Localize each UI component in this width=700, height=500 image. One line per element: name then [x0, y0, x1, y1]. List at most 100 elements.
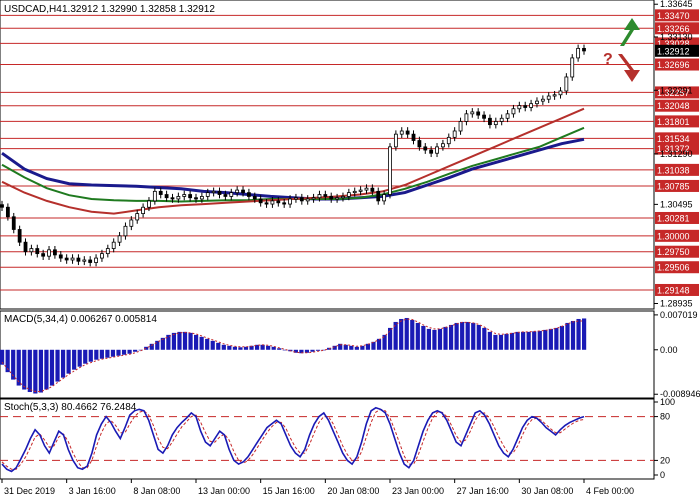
- level-label: 1.32257: [657, 88, 690, 98]
- candle-body: [288, 198, 292, 205]
- candle-body: [17, 229, 22, 243]
- macd-bar: [66, 349, 71, 374]
- level-label-bg: [655, 22, 699, 35]
- y-tick-label: 0.007019: [660, 310, 698, 320]
- candle-body: [100, 253, 104, 259]
- candle-body: [540, 98, 545, 102]
- macd-bar: [509, 332, 515, 350]
- macd-bar: [493, 334, 498, 350]
- level-label: 1.29148: [657, 285, 690, 295]
- macd-bar: [432, 329, 437, 350]
- candle-body: [499, 117, 504, 122]
- candle-body: [393, 133, 398, 148]
- candle-body: [229, 192, 234, 197]
- candle-body: [476, 111, 481, 116]
- time-x-axis: 31 Dec 2019 3 Jan 16:00 8 Jan 08:00 13 Jan …: [1, 479, 634, 496]
- candle-body: [147, 200, 151, 208]
- macd-bar: [116, 349, 121, 356]
- macd-bar: [188, 332, 193, 350]
- candle-body: [558, 90, 563, 96]
- macd-bar: [22, 349, 27, 390]
- macd-bar: [210, 340, 215, 350]
- macd-bar: [404, 317, 409, 350]
- candle-body: [482, 114, 486, 119]
- macd-bar: [171, 332, 177, 350]
- macd-bar: [16, 349, 21, 386]
- candle-body: [570, 57, 575, 78]
- candle-body: [376, 190, 381, 202]
- macd-bar: [543, 329, 548, 350]
- macd-bar: [105, 349, 110, 358]
- candle-body: [464, 113, 469, 122]
- level-label: 1.30281: [657, 213, 690, 223]
- candle-body: [252, 196, 257, 200]
- macd-bar: [310, 349, 315, 352]
- candle-body: [505, 113, 510, 119]
- macd-bar: [149, 343, 154, 350]
- candle-body: [346, 192, 351, 197]
- candle-body: [70, 257, 75, 261]
- level-label-bg: [655, 58, 699, 71]
- macd-bar: [55, 349, 60, 382]
- candle-body: [341, 196, 345, 199]
- macd-header: MACD(5,34,4) 0.006267 0.005814: [4, 314, 157, 325]
- candle-body: [282, 202, 287, 205]
- x-tick-label: 30 Jan 08:00: [521, 486, 573, 496]
- macd-bar: [554, 327, 559, 350]
- macd-bar: [482, 327, 487, 350]
- stochastic-signal-line: [1, 408, 585, 470]
- candle-body: [23, 241, 28, 253]
- level-label-bg: [655, 283, 699, 296]
- price-y-axis: 1.33645 1.33130 1.32291 1.31290 1.30495 1.289…: [654, 0, 693, 309]
- macd-bar: [94, 349, 99, 360]
- macd-bar: [221, 344, 226, 350]
- macd-bar: [448, 324, 454, 350]
- macd-bar: [144, 346, 149, 350]
- macd-bar: [476, 324, 481, 350]
- macd-bar: [266, 345, 271, 350]
- macd-signal-line: [1, 318, 584, 392]
- candle-body: [135, 213, 140, 221]
- candle-body: [452, 130, 457, 138]
- macd-bar: [44, 349, 49, 390]
- y-tick-label: 0: [660, 470, 665, 480]
- x-tick-label: 15 Jan 16:00: [263, 486, 315, 496]
- candle-body: [546, 95, 551, 100]
- macd-bar: [0, 349, 5, 365]
- candle-body: [523, 105, 528, 108]
- y-tick-label: -0.008946: [660, 389, 700, 399]
- candle-body: [194, 197, 198, 200]
- macd-bar: [60, 349, 66, 378]
- macd-bar: [465, 321, 470, 350]
- moving-average-ma-1: [1, 137, 585, 201]
- level-label: 1.30000: [657, 231, 690, 241]
- macd-bar: [133, 349, 138, 352]
- macd-bar: [321, 349, 326, 351]
- candle-body: [323, 194, 328, 197]
- macd-bar: [5, 349, 10, 373]
- candle-body: [199, 196, 204, 200]
- candle-body: [94, 257, 98, 263]
- macd-bar: [338, 343, 343, 350]
- candle-body: [470, 111, 475, 115]
- candle-body: [247, 192, 251, 197]
- x-tick-label: 13 Jan 00:00: [198, 486, 250, 496]
- macd-bar: [343, 344, 348, 350]
- macd-bar: [576, 318, 581, 350]
- macd-bar: [460, 321, 465, 350]
- candle-body: [217, 190, 222, 195]
- candle-body: [176, 196, 181, 200]
- macd-bar: [371, 341, 376, 350]
- bearish-arrow-icon: [618, 54, 640, 82]
- candle-body: [205, 192, 210, 197]
- level-label-bg: [655, 132, 699, 145]
- level-label-bg: [655, 99, 699, 112]
- y-tick-label: 1.30495: [660, 199, 693, 209]
- macd-bar: [160, 337, 165, 350]
- macd-bar: [548, 328, 553, 350]
- macd-bar: [515, 331, 520, 350]
- price-header-symbol: USDCAD,H4: [4, 4, 62, 15]
- macd-bar: [282, 349, 287, 351]
- candle-body: [141, 206, 145, 214]
- candle-body: [582, 47, 586, 52]
